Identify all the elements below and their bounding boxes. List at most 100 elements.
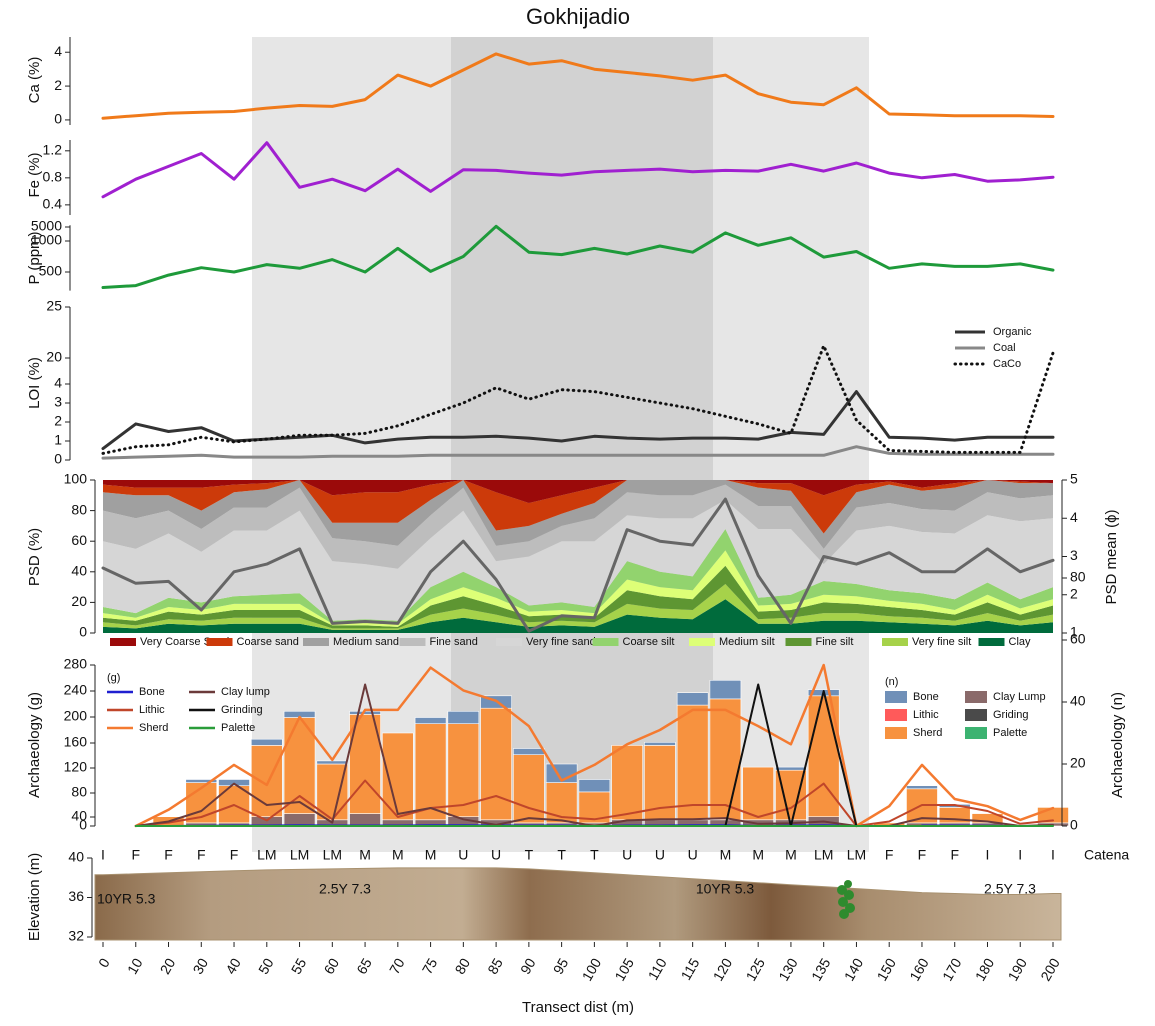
x-tick-label: 85 <box>484 955 506 977</box>
x-tick-label: 190 <box>1005 955 1031 983</box>
x-tick-label: 100 <box>579 955 605 983</box>
bar-segment <box>676 692 709 706</box>
y-tick-label: 500 <box>39 263 63 279</box>
y2-tick-label: 0 <box>1070 817 1078 833</box>
y-axis-label: Ca (%) <box>26 57 43 104</box>
bar-segment <box>250 738 283 746</box>
legend-label: Coal <box>993 342 1016 354</box>
x-tick-label: 80 <box>452 955 474 977</box>
y-tick-label: 20 <box>71 593 87 609</box>
legend-swatch <box>885 709 907 721</box>
row-label: U <box>622 847 632 863</box>
bar-segment <box>447 710 480 724</box>
y-axis-label: LOI (%) <box>26 357 43 409</box>
row-label: F <box>131 847 140 863</box>
area-layer <box>103 484 1053 569</box>
data-line <box>101 497 1055 633</box>
legend-label: Sherd <box>139 722 168 734</box>
row-label: LM <box>290 847 309 863</box>
y-tick-label: 80 <box>71 784 87 800</box>
legend-label: Clay <box>1009 636 1032 648</box>
bar-segment <box>906 785 938 790</box>
bar-segment <box>709 698 742 821</box>
row-label: T <box>590 847 599 863</box>
legend-label: Bone <box>139 686 165 698</box>
x-tick-label: 30 <box>189 955 211 977</box>
row-label: F <box>164 847 173 863</box>
x-tick-label: 40 <box>222 955 244 977</box>
bar-segment <box>742 766 774 821</box>
bar-segment <box>971 813 1004 824</box>
x-tick-label: 65 <box>353 955 375 977</box>
x-tick-label: 110 <box>645 955 670 983</box>
x-tick-label: 140 <box>841 955 867 983</box>
area-layer <box>103 480 1053 534</box>
legend-swatch <box>882 638 908 646</box>
y2-tick-label: 2 <box>1070 585 1078 601</box>
y-tick-label: 0 <box>79 624 87 640</box>
y2-tick-label: 80 <box>1070 569 1086 585</box>
y-tick-label: 40 <box>68 849 84 865</box>
legend-swatch <box>689 638 715 646</box>
legend-swatch <box>110 638 136 646</box>
row-label: I <box>1018 847 1022 863</box>
row-title: Catena <box>1084 847 1129 863</box>
y-tick-label: 1 <box>54 432 62 448</box>
y-tick-label: 0.8 <box>43 169 63 185</box>
y2-tick-label: 20 <box>1070 755 1086 771</box>
row-label: U <box>458 847 468 863</box>
bar-segment <box>283 717 316 814</box>
row-label: LM <box>814 847 833 863</box>
legend-label: Palette <box>993 727 1027 739</box>
y2-tick-label: 5 <box>1070 471 1078 487</box>
bar-segment <box>513 754 545 824</box>
bar-segment <box>414 717 447 724</box>
area-layer <box>103 480 1053 503</box>
legend-swatch <box>965 709 987 721</box>
bar-segment <box>414 723 447 821</box>
y-tick-label: 4 <box>54 375 62 391</box>
row-label: U <box>491 847 501 863</box>
bar-segment <box>513 748 545 755</box>
data-line <box>134 779 1054 827</box>
legend-label: Fine sand <box>430 636 478 648</box>
row-label: LM <box>847 847 866 863</box>
legend-swatch <box>206 638 233 646</box>
bar-segment <box>676 704 709 821</box>
y-tick-label: 36 <box>68 888 84 904</box>
bar-segment <box>185 779 218 783</box>
legend-swatch <box>592 638 619 646</box>
area-layer <box>103 529 1053 624</box>
legend-label: Organic <box>993 326 1032 338</box>
legend-label: Coarse silt <box>623 636 675 648</box>
y-tick-label: 200 <box>64 708 88 724</box>
x-tick-label: 95 <box>550 955 572 977</box>
y-tick-label: 120 <box>64 759 88 775</box>
bar-segment <box>709 679 742 700</box>
x-tick-label: 20 <box>157 955 179 977</box>
x-tick-label: 10 <box>124 955 146 977</box>
data-line <box>101 141 1055 199</box>
area-layer <box>103 565 1053 629</box>
x-tick-label: 115 <box>677 955 702 983</box>
row-label: I <box>986 847 990 863</box>
bar-segment <box>283 813 316 827</box>
legend-label: Medium silt <box>719 636 775 648</box>
row-label: F <box>950 847 959 863</box>
legend-title: (g) <box>107 672 120 684</box>
legend-label: Medium sand <box>333 636 399 648</box>
data-line <box>101 445 1055 460</box>
area-layer <box>103 499 1053 621</box>
legend-label: Coarse sand <box>237 636 299 648</box>
y-axis-label: P (ppm) <box>26 231 43 284</box>
y-axis-label: Fe (%) <box>26 152 43 197</box>
legend-label: Very fine silt <box>912 636 971 648</box>
legend-label: Clay lump <box>221 686 270 698</box>
legend-swatch <box>885 691 907 703</box>
y-tick-label: 2 <box>54 413 62 429</box>
x-tick-label: 180 <box>972 955 998 983</box>
legend-label: Lithic <box>913 709 939 721</box>
y-axis-label: Elevation (m) <box>26 853 43 941</box>
area-layer <box>103 550 1053 627</box>
